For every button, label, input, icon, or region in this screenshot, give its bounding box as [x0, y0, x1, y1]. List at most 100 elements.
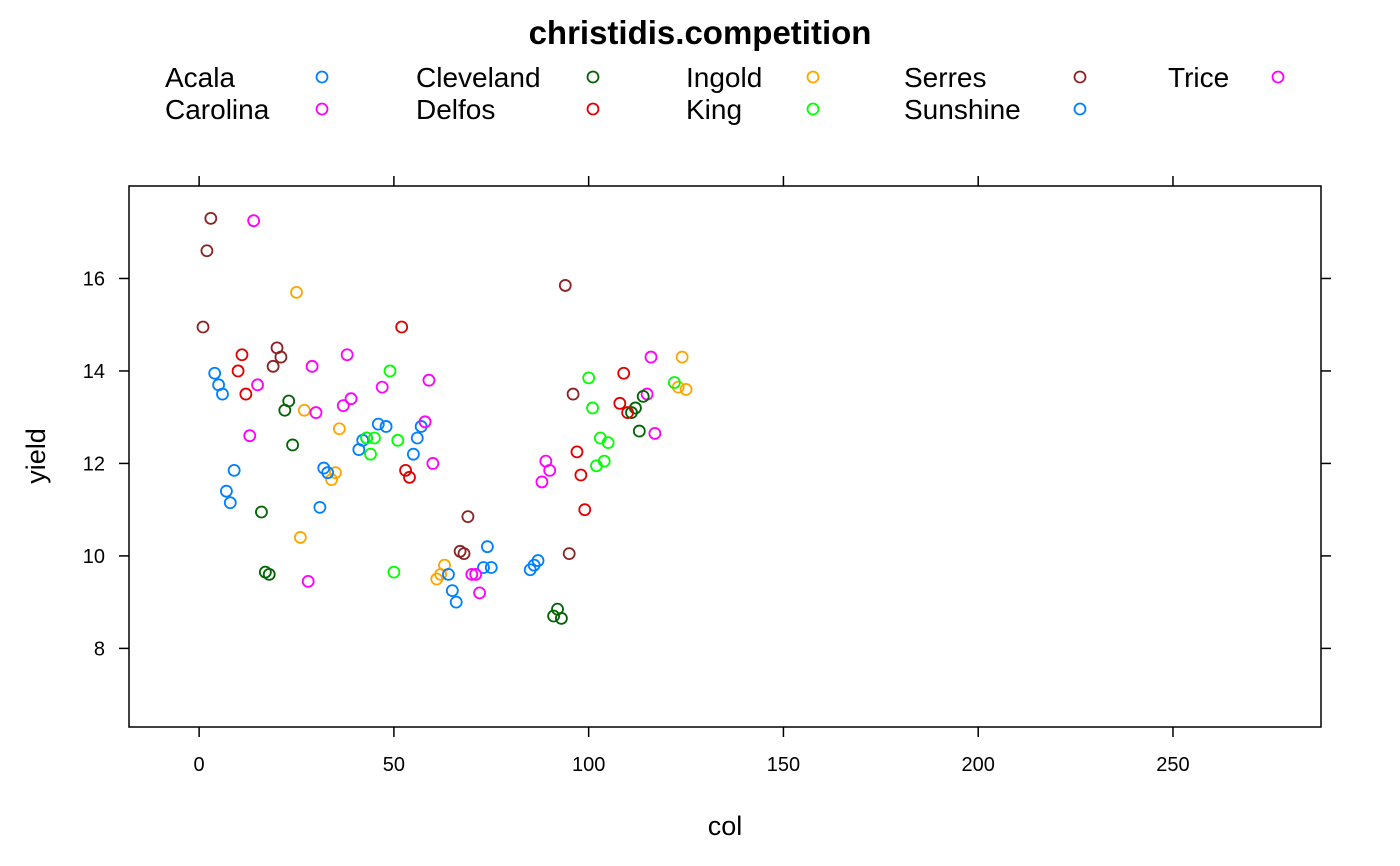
data-point	[235, 348, 249, 362]
legend-marker	[1073, 102, 1087, 116]
data-point	[200, 244, 214, 258]
data-point	[667, 376, 681, 389]
data-points	[196, 211, 693, 625]
data-point	[204, 211, 218, 225]
x-tick-label: 0	[194, 754, 205, 776]
data-point	[574, 468, 588, 482]
data-point	[196, 320, 210, 334]
legend-label: Serres	[904, 62, 986, 93]
data-point	[465, 568, 479, 581]
data-point	[675, 350, 689, 364]
legend-label: King	[686, 94, 742, 125]
data-point	[243, 429, 257, 443]
data-point	[449, 595, 463, 609]
x-axis-label: col	[708, 811, 743, 841]
data-point	[554, 611, 568, 625]
data-point	[231, 364, 245, 378]
y-tick-label: 14	[83, 361, 105, 383]
data-point	[301, 574, 315, 588]
data-point	[578, 503, 592, 517]
data-point	[445, 584, 459, 597]
y-tick-label: 8	[94, 638, 105, 660]
legend-label: Ingold	[686, 62, 762, 93]
data-point	[368, 431, 381, 445]
data-point	[403, 470, 416, 484]
data-point	[321, 466, 335, 480]
data-point	[410, 431, 424, 445]
legend-label: Trice	[1168, 62, 1229, 93]
data-point	[208, 366, 222, 380]
data-point	[399, 463, 412, 477]
data-point	[547, 609, 561, 623]
data-point	[621, 406, 635, 419]
data-point	[344, 392, 358, 406]
data-point	[340, 348, 354, 362]
data-point	[422, 373, 436, 387]
data-point	[251, 378, 264, 392]
data-point	[297, 403, 311, 417]
data-point	[531, 554, 545, 567]
y-tick-label: 10	[83, 546, 105, 568]
legend-label: Delfos	[416, 94, 495, 125]
data-point	[364, 447, 377, 461]
data-point	[286, 438, 300, 452]
legend-marker	[1271, 70, 1285, 84]
data-point	[617, 366, 631, 380]
y-tick-label: 12	[83, 453, 105, 475]
x-tick-label: 200	[962, 754, 995, 776]
data-point	[371, 417, 385, 431]
data-point	[469, 568, 483, 581]
legend-label: Acala	[165, 62, 235, 93]
x-tick-label: 100	[572, 754, 605, 776]
data-point	[418, 415, 432, 429]
data-point	[636, 389, 650, 403]
axis-ticks: 0 50 100 150 200 250 8 10 12 14 16	[83, 176, 1331, 776]
data-point	[325, 473, 338, 487]
data-point	[360, 431, 374, 445]
legend-marker	[315, 102, 329, 116]
data-point	[274, 350, 288, 364]
y-axis-label: yield	[21, 428, 51, 484]
data-point	[558, 279, 572, 292]
data-point	[305, 359, 319, 373]
data-point	[442, 568, 455, 581]
data-point	[375, 380, 389, 394]
data-point	[395, 320, 409, 334]
data-point	[562, 547, 576, 561]
legend-label: Cleveland	[416, 62, 541, 93]
data-point	[679, 383, 693, 396]
data-point	[336, 399, 350, 413]
data-point	[391, 433, 405, 447]
x-tick-label: 50	[383, 754, 405, 776]
data-point	[473, 586, 486, 600]
data-point	[586, 401, 599, 415]
data-point	[477, 561, 490, 574]
data-point	[309, 406, 323, 419]
data-point	[543, 463, 557, 477]
legend-marker	[1073, 70, 1087, 84]
data-point	[457, 547, 471, 561]
legend-marker	[586, 70, 600, 84]
data-point	[406, 447, 420, 461]
data-point	[262, 568, 276, 581]
data-point	[282, 394, 296, 408]
data-point	[266, 359, 280, 373]
data-point	[601, 436, 615, 450]
plot-frame	[128, 185, 1322, 728]
data-point	[461, 510, 475, 524]
legend-label: Sunshine	[904, 94, 1021, 125]
data-point	[223, 496, 237, 510]
legend-label: Carolina	[165, 94, 270, 125]
data-point	[313, 500, 327, 514]
data-point	[379, 420, 393, 433]
data-point	[290, 285, 303, 299]
data-point	[570, 445, 584, 459]
data-point	[644, 350, 658, 364]
legend-marker	[586, 102, 600, 116]
data-point	[566, 387, 580, 401]
x-tick-label: 150	[767, 754, 800, 776]
data-point	[480, 540, 494, 554]
data-point	[426, 457, 440, 470]
